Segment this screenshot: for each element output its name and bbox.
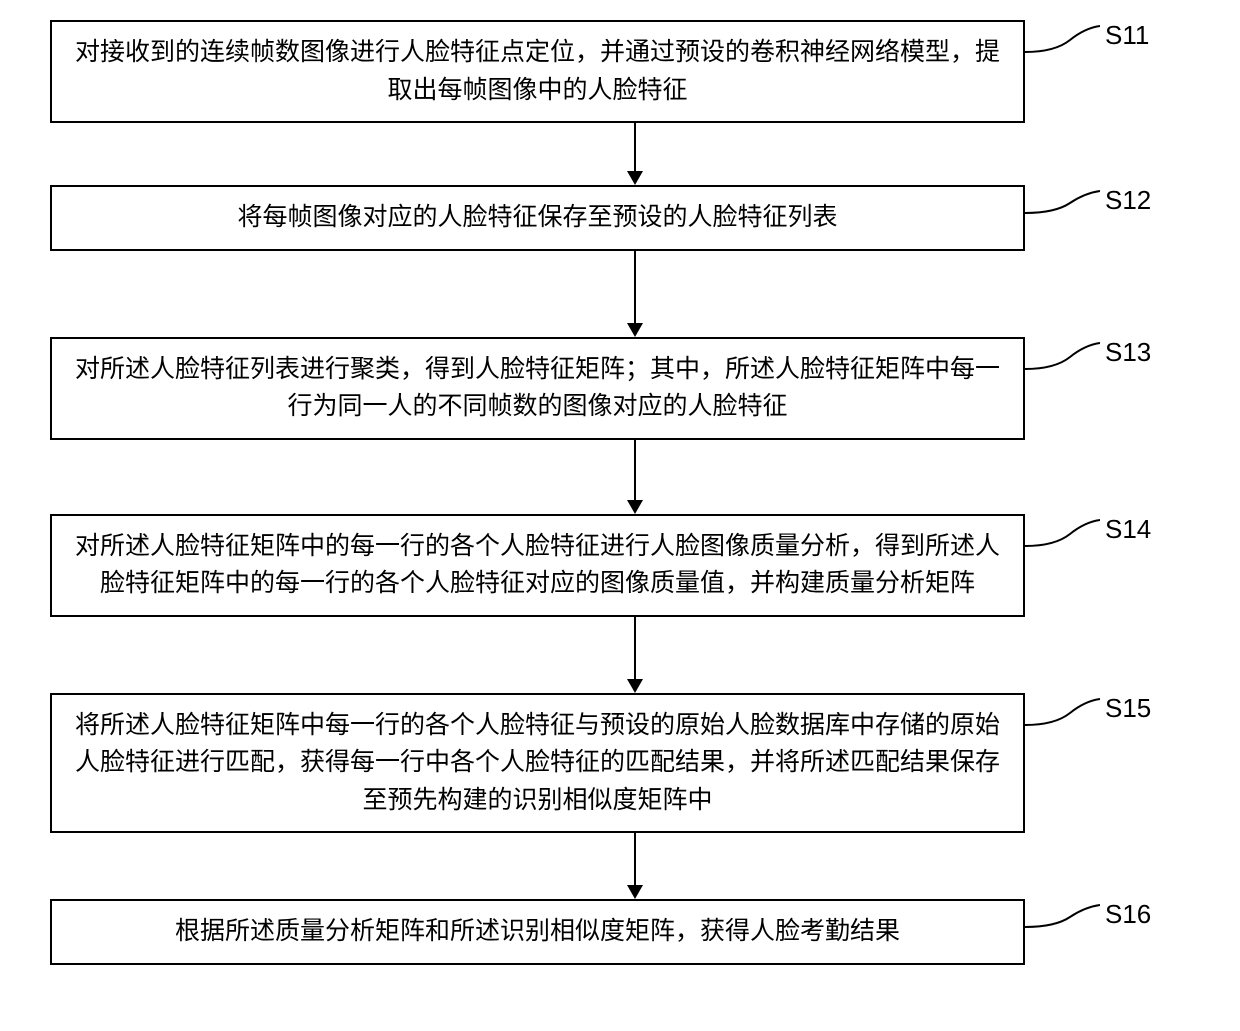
step-label: S16 (1105, 899, 1151, 930)
arrow-line (634, 617, 636, 679)
step-s11: 对接收到的连续帧数图像进行人脸特征点定位，并通过预设的卷积神经网络模型，提取出每… (20, 20, 1220, 123)
step-label-wrapper: S11 (1025, 20, 1149, 60)
step-label: S11 (1105, 20, 1149, 51)
step-text: 将每帧图像对应的人脸特征保存至预设的人脸特征列表 (237, 199, 837, 237)
step-label: S15 (1105, 693, 1151, 724)
step-label-wrapper: S16 (1025, 899, 1151, 939)
arrow-icon (627, 617, 643, 693)
arrow-icon (627, 251, 643, 337)
step-text: 对所述人脸特征矩阵中的每一行的各个人脸特征进行人脸图像质量分析，得到所述人脸特征… (72, 528, 1003, 603)
step-label: S12 (1105, 185, 1151, 216)
connector-curve-icon (1025, 514, 1100, 554)
step-s12: 将每帧图像对应的人脸特征保存至预设的人脸特征列表 S12 (20, 185, 1220, 251)
step-box-s15: 将所述人脸特征矩阵中每一行的各个人脸特征与预设的原始人脸数据库中存储的原始人脸特… (50, 693, 1025, 834)
arrow-head-icon (627, 885, 643, 899)
step-label-wrapper: S13 (1025, 337, 1151, 377)
step-label-wrapper: S15 (1025, 693, 1151, 733)
connector-curve-icon (1025, 899, 1100, 939)
arrow-icon (627, 833, 643, 899)
arrow-line (634, 123, 636, 171)
flowchart-container: 对接收到的连续帧数图像进行人脸特征点定位，并通过预设的卷积神经网络模型，提取出每… (20, 20, 1220, 965)
connector-curve-icon (1025, 20, 1100, 60)
arrow-head-icon (627, 500, 643, 514)
step-text: 对所述人脸特征列表进行聚类，得到人脸特征矩阵；其中，所述人脸特征矩阵中每一行为同… (72, 351, 1003, 426)
arrow-s14-s15 (148, 617, 1123, 693)
connector-curve-icon (1025, 693, 1100, 733)
step-s14: 对所述人脸特征矩阵中的每一行的各个人脸特征进行人脸图像质量分析，得到所述人脸特征… (20, 514, 1220, 617)
arrow-s11-s12 (148, 123, 1123, 185)
arrow-line (634, 833, 636, 885)
step-text: 对接收到的连续帧数图像进行人脸特征点定位，并通过预设的卷积神经网络模型，提取出每… (72, 34, 1003, 109)
step-text: 根据所述质量分析矩阵和所述识别相似度矩阵，获得人脸考勤结果 (175, 913, 900, 951)
connector-curve-icon (1025, 185, 1100, 225)
step-text: 将所述人脸特征矩阵中每一行的各个人脸特征与预设的原始人脸数据库中存储的原始人脸特… (72, 707, 1003, 820)
step-label-wrapper: S12 (1025, 185, 1151, 225)
step-box-s16: 根据所述质量分析矩阵和所述识别相似度矩阵，获得人脸考勤结果 (50, 899, 1025, 965)
step-box-s13: 对所述人脸特征列表进行聚类，得到人脸特征矩阵；其中，所述人脸特征矩阵中每一行为同… (50, 337, 1025, 440)
step-box-s12: 将每帧图像对应的人脸特征保存至预设的人脸特征列表 (50, 185, 1025, 251)
arrow-line (634, 251, 636, 323)
arrow-s15-s16 (148, 833, 1123, 899)
step-label: S13 (1105, 337, 1151, 368)
step-s15: 将所述人脸特征矩阵中每一行的各个人脸特征与预设的原始人脸数据库中存储的原始人脸特… (20, 693, 1220, 834)
arrow-head-icon (627, 679, 643, 693)
arrow-s13-s14 (148, 440, 1123, 514)
arrow-s12-s13 (148, 251, 1123, 337)
step-box-s14: 对所述人脸特征矩阵中的每一行的各个人脸特征进行人脸图像质量分析，得到所述人脸特征… (50, 514, 1025, 617)
step-box-s11: 对接收到的连续帧数图像进行人脸特征点定位，并通过预设的卷积神经网络模型，提取出每… (50, 20, 1025, 123)
step-s16: 根据所述质量分析矩阵和所述识别相似度矩阵，获得人脸考勤结果 S16 (20, 899, 1220, 965)
arrow-icon (627, 440, 643, 514)
step-s13: 对所述人脸特征列表进行聚类，得到人脸特征矩阵；其中，所述人脸特征矩阵中每一行为同… (20, 337, 1220, 440)
arrow-head-icon (627, 323, 643, 337)
step-label-wrapper: S14 (1025, 514, 1151, 554)
step-label: S14 (1105, 514, 1151, 545)
arrow-icon (627, 123, 643, 185)
arrow-head-icon (627, 171, 643, 185)
connector-curve-icon (1025, 337, 1100, 377)
arrow-line (634, 440, 636, 500)
